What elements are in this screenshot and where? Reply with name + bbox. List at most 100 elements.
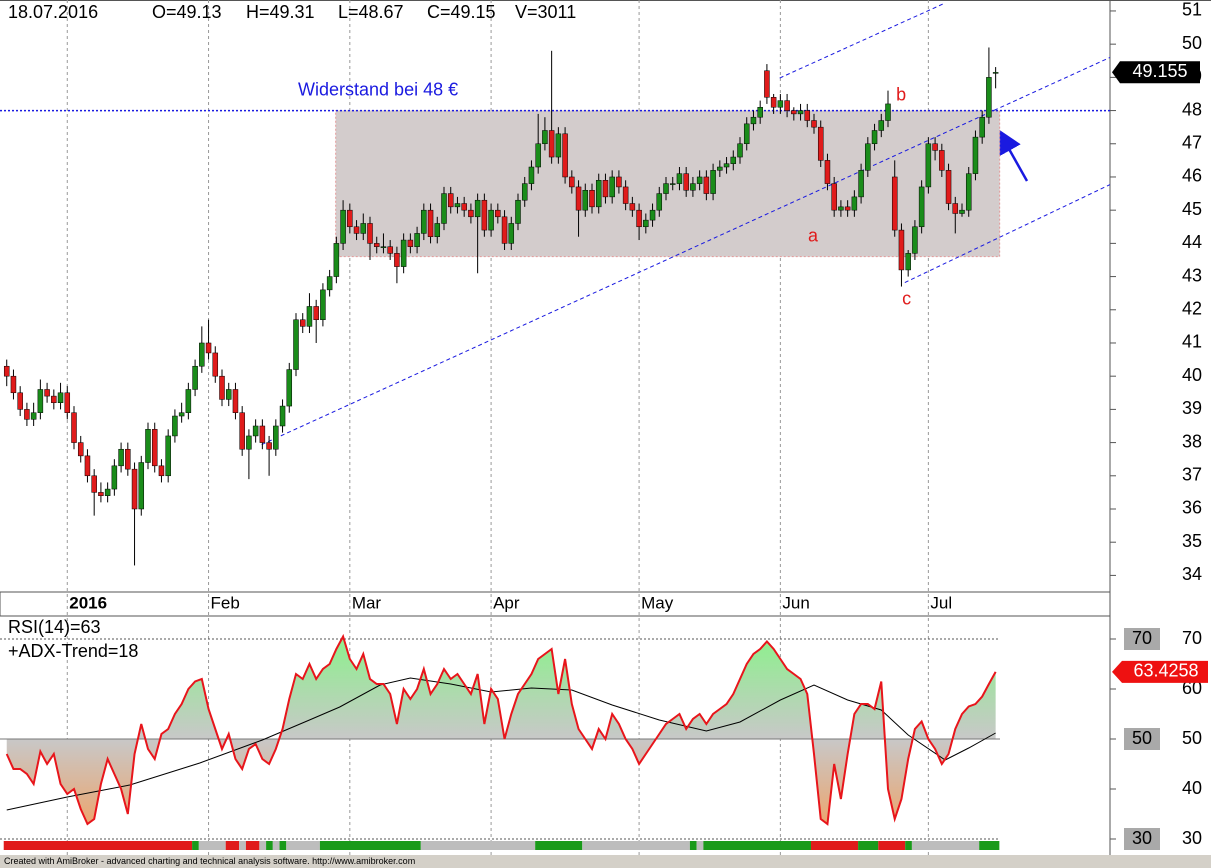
candle-body: [811, 120, 817, 128]
candle-body: [912, 226, 918, 254]
candle-body: [717, 166, 723, 171]
candle-body: [582, 190, 589, 211]
candle-body: [299, 319, 306, 327]
candle-body: [205, 342, 212, 354]
candle-body: [454, 203, 461, 208]
trend-segment: [811, 841, 859, 850]
candle-body: [515, 199, 521, 224]
candle-body: [178, 412, 185, 417]
candle-body: [252, 425, 259, 437]
candle-body: [965, 173, 972, 211]
candle-body: [865, 143, 871, 171]
trend-segment: [420, 841, 536, 850]
trend-segment: [689, 841, 697, 850]
y-tick-label: 43: [1182, 265, 1202, 285]
candle-body: [394, 253, 400, 267]
candle-body: [165, 435, 171, 477]
candle-body: [757, 106, 763, 118]
x-tick-label: 2016: [69, 593, 107, 612]
rsi-line: [5, 633, 997, 826]
candle-body: [131, 468, 138, 510]
candle-body: [3, 365, 10, 377]
candle-body: [239, 412, 245, 450]
candle-body: [488, 209, 494, 231]
candle-body: [232, 389, 239, 413]
annotation: a: [808, 225, 819, 245]
y-tick-label: 34: [1182, 564, 1202, 584]
candle-body: [24, 409, 30, 420]
candle-body: [932, 143, 938, 151]
trend-segment: [239, 841, 246, 850]
candle-body: [185, 389, 192, 413]
candle-body: [521, 183, 528, 201]
candle-body: [730, 156, 737, 164]
candle-body: [569, 176, 575, 188]
trendline: [261, 56, 1111, 446]
trend-segment: [582, 841, 690, 850]
candle-body: [602, 180, 609, 198]
candle-body: [609, 176, 615, 198]
candle-body: [380, 246, 387, 248]
header-text: H=49.31: [246, 2, 315, 22]
candle-body: [367, 223, 373, 244]
trend-segment: [266, 841, 273, 850]
candle-body: [804, 110, 811, 121]
candle-body: [158, 465, 165, 477]
y-tick-label: 44: [1182, 232, 1202, 252]
y-tick-label: 51: [1182, 0, 1202, 20]
candle-body: [10, 375, 17, 394]
x-tick-label: Jun: [782, 593, 809, 612]
candle-body: [360, 223, 367, 234]
candle-body: [225, 389, 232, 400]
candle-body: [589, 190, 595, 208]
x-tick-label: Feb: [211, 593, 240, 612]
candle-body: [145, 429, 151, 463]
indicator-header: RSI(14)=63: [8, 617, 101, 637]
candle-body: [824, 160, 831, 184]
candle-body: [447, 193, 454, 208]
candle-body: [710, 170, 716, 194]
trendline: [904, 184, 1111, 284]
candle-body: [777, 100, 784, 108]
trend-segment: [245, 841, 260, 850]
header-text: L=48.67: [338, 2, 404, 22]
candle-body: [791, 110, 797, 115]
level-label: 30: [1132, 828, 1152, 848]
y-tick-label: 48: [1182, 99, 1202, 119]
candle-body: [279, 405, 286, 427]
candle-body: [555, 133, 562, 158]
candle-body: [851, 196, 858, 211]
level-box: [1124, 828, 1160, 850]
candle-body: [306, 306, 313, 327]
candle-body: [663, 183, 669, 194]
candle-body: [57, 392, 64, 403]
candle-body: [535, 143, 541, 168]
candle-body: [71, 412, 77, 443]
candle-body: [468, 209, 474, 218]
candle-body: [595, 180, 602, 208]
last-price-tag: [1112, 61, 1200, 84]
candle-body: [259, 425, 266, 443]
trend-segment: [259, 841, 267, 850]
candle-body: [414, 233, 420, 247]
trend-segment: [272, 841, 280, 850]
trend-segment: [858, 841, 879, 850]
candle-body: [51, 395, 57, 403]
candle-body: [992, 72, 999, 74]
candle-body: [37, 389, 44, 413]
candle-body: [784, 100, 790, 111]
trend-segment: [319, 841, 421, 850]
y-tick-label: 38: [1182, 431, 1202, 451]
candle-body: [508, 223, 515, 244]
header-text: 18.07.2016: [8, 2, 98, 22]
candle-body: [212, 352, 219, 377]
trend-segment: [3, 841, 193, 850]
candle-body: [696, 176, 703, 184]
candle-body: [871, 130, 878, 145]
candle-body: [333, 243, 340, 277]
y-tick-label: 42: [1182, 299, 1202, 319]
y-tick-label: 37: [1182, 465, 1202, 485]
candle-body: [172, 415, 178, 437]
y-tick-label: 50: [1182, 728, 1202, 748]
